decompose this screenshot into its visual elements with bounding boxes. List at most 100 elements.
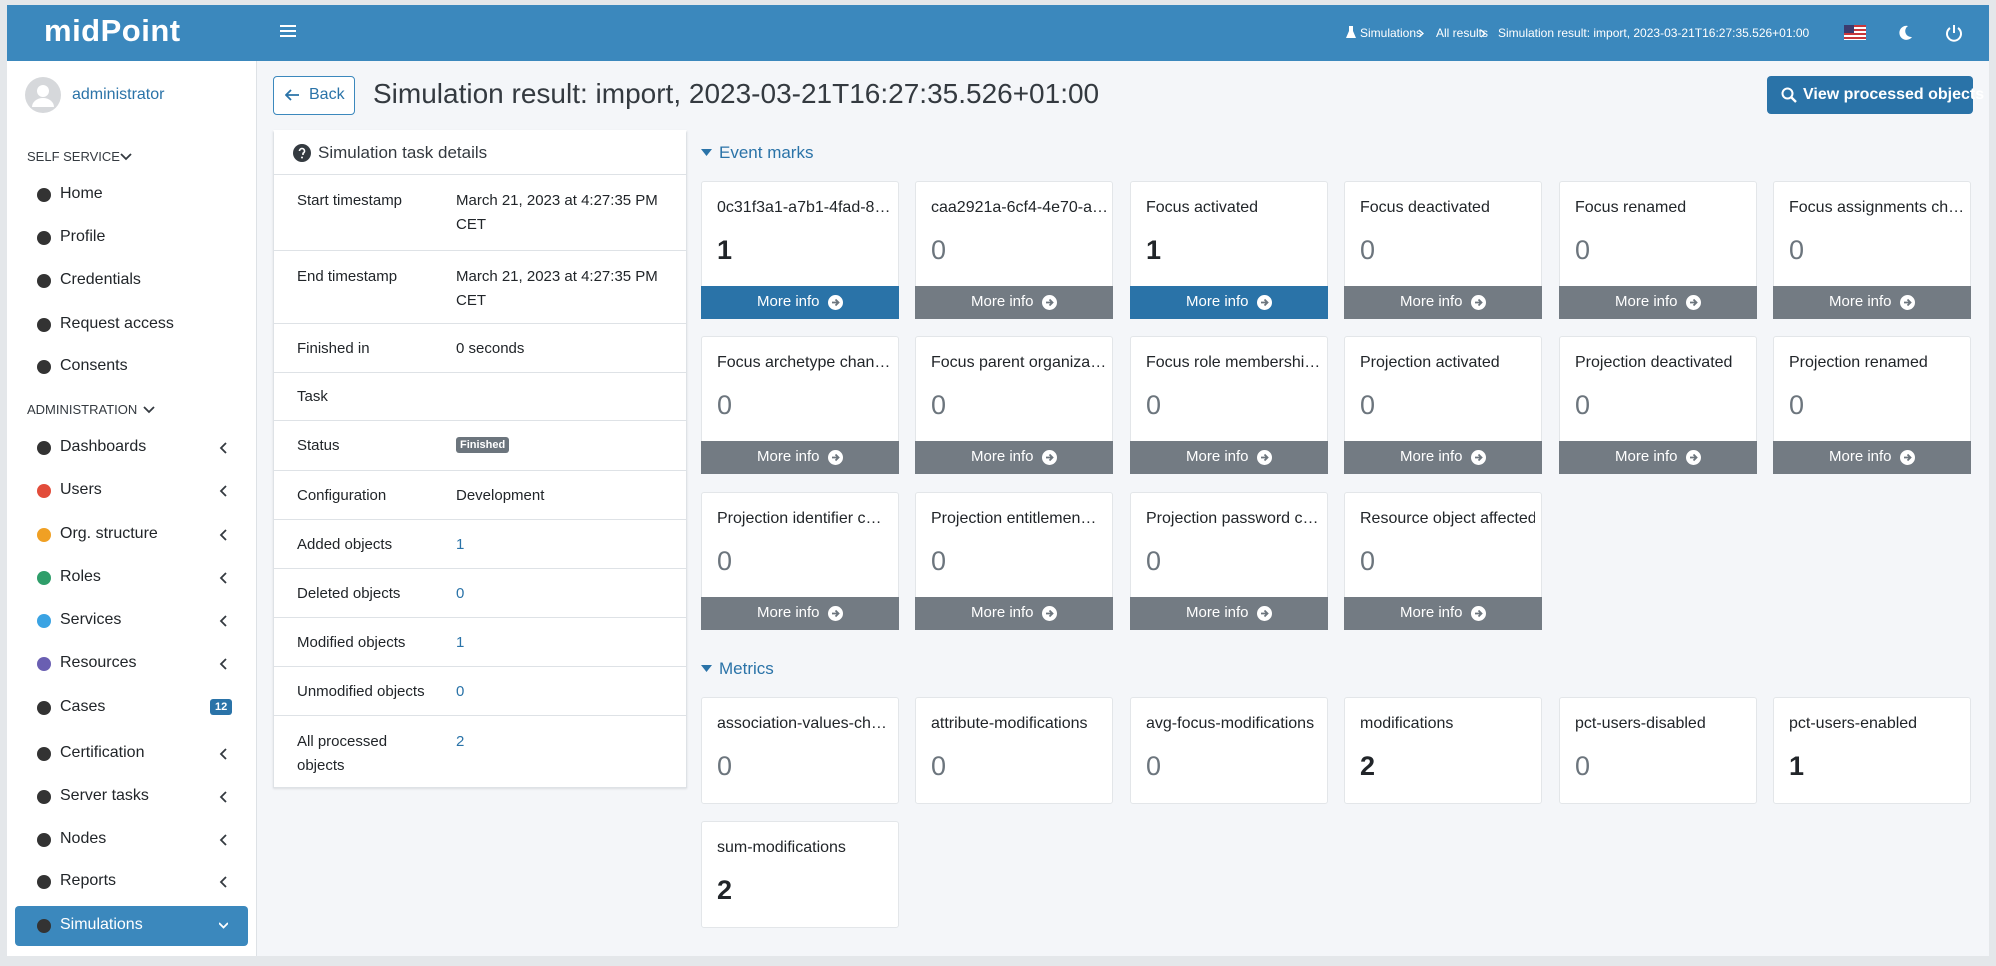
more-info[interactable] (1130, 441, 1328, 474)
more-info-label[interactable]: More info (971, 604, 1034, 621)
section-title[interactable]: ADMINISTRATION (27, 402, 138, 417)
nav-icon (37, 318, 51, 332)
nav-icon (37, 231, 51, 245)
nav-item[interactable]: Services (60, 611, 122, 628)
more-info-arrow (1471, 295, 1486, 310)
more-info[interactable] (701, 597, 899, 630)
more-info-label[interactable]: More info (1400, 604, 1463, 621)
detail-label: Finished in (297, 339, 370, 357)
breadcrumb-item[interactable]: All results (1436, 26, 1489, 40)
card (1344, 697, 1542, 804)
active-item-bg[interactable] (15, 906, 248, 946)
detail-label: Start timestamp (297, 192, 403, 209)
theme-toggle[interactable] (1897, 25, 1913, 41)
nav-item[interactable]: Cases (60, 698, 106, 715)
card-label: avg-focus-modifications (1146, 715, 1315, 732)
nav-item[interactable]: Home (60, 185, 103, 202)
nav-icon (37, 360, 51, 374)
nav-item[interactable]: Users (60, 481, 102, 498)
card-value: 2 (717, 875, 733, 905)
nav-icon (37, 919, 51, 933)
nav-item[interactable]: Simulations (60, 916, 143, 933)
more-info[interactable] (915, 441, 1113, 474)
more-info-label[interactable]: More info (971, 448, 1034, 465)
nav-item[interactable]: Profile (60, 228, 106, 245)
card-label: sum-modifications (717, 839, 846, 856)
section-title[interactable]: Metrics (719, 659, 774, 678)
more-info-label[interactable]: More info (971, 293, 1034, 310)
detail-link[interactable]: 1 (456, 633, 465, 651)
more-info[interactable] (1773, 441, 1971, 474)
detail-link[interactable]: 2 (456, 733, 465, 750)
view-label[interactable]: View processed objects (1803, 86, 1985, 103)
user-name[interactable]: administrator (72, 86, 165, 103)
logo[interactable]: midPoint (44, 13, 181, 48)
more-info[interactable] (915, 286, 1113, 319)
more-info[interactable] (1130, 597, 1328, 630)
detail-link[interactable]: 0 (456, 584, 465, 602)
more-info[interactable] (1344, 597, 1542, 630)
more-info[interactable] (701, 286, 899, 319)
breadcrumb-item: Simulation result: import, 2023-03-21T16… (1498, 26, 1810, 40)
more-info-label[interactable]: More info (1615, 448, 1678, 465)
card-label: Focus role membershi… (1146, 354, 1321, 371)
nav-item[interactable]: Certification (60, 744, 145, 761)
logout[interactable] (1945, 24, 1963, 42)
card-value: 1 (1789, 751, 1805, 781)
menu-toggle (280, 25, 296, 37)
card-value: 0 (931, 751, 947, 781)
nav-icon (37, 441, 51, 455)
breadcrumb-item[interactable]: Simulations (1360, 26, 1423, 40)
nav-item[interactable]: Credentials (60, 271, 141, 288)
more-info-label[interactable]: More info (757, 604, 820, 621)
language-flag[interactable] (1844, 25, 1866, 40)
card-value: 0 (1360, 546, 1376, 576)
nav-item[interactable]: Resources (60, 654, 137, 671)
card-label: Focus archetype chan… (717, 354, 891, 371)
nav-item[interactable]: Consents (60, 357, 128, 374)
detail-link[interactable]: 0 (456, 682, 465, 700)
more-info-arrow (1900, 295, 1915, 310)
more-info-label[interactable]: More info (1186, 293, 1249, 310)
section-title[interactable]: SELF SERVICE (27, 149, 120, 164)
more-info-label[interactable]: More info (1400, 293, 1463, 310)
nav-chevron (219, 615, 227, 627)
nav-item[interactable]: Server tasks (60, 787, 149, 804)
more-info[interactable] (1559, 286, 1757, 319)
more-info-label[interactable]: More info (1186, 604, 1249, 621)
nav-item[interactable]: Dashboards (60, 438, 147, 455)
nav-item[interactable]: Request access (60, 315, 174, 332)
more-info[interactable] (1344, 286, 1542, 319)
view-button[interactable] (1767, 76, 1973, 114)
nav-item[interactable]: Reports (60, 872, 117, 889)
more-info[interactable] (915, 597, 1113, 630)
more-info-label[interactable]: More info (1400, 448, 1463, 465)
back-label[interactable]: Back (309, 86, 345, 103)
nav-item[interactable]: Nodes (60, 830, 107, 847)
more-info[interactable] (701, 441, 899, 474)
more-info-label[interactable]: More info (1186, 448, 1249, 465)
nav-icon (37, 790, 51, 804)
more-info-label[interactable]: More info (1829, 293, 1892, 310)
more-info[interactable] (1130, 286, 1328, 319)
more-info-label[interactable]: More info (757, 293, 820, 310)
card-label: Projection activated (1360, 354, 1500, 371)
card-value: 0 (1146, 751, 1162, 781)
more-info[interactable] (1773, 286, 1971, 319)
breadcrumb-separator (1418, 29, 1424, 38)
more-info[interactable] (1559, 441, 1757, 474)
card-value: 0 (1575, 751, 1591, 781)
nav-item[interactable]: Org. structure (60, 525, 158, 542)
detail-label: Configuration (297, 486, 387, 504)
detail-label: Unmodified objects (297, 682, 425, 700)
more-info-arrow (828, 450, 843, 465)
section-title[interactable]: Event marks (719, 143, 814, 162)
row-divider (274, 666, 686, 667)
detail-link[interactable]: 1 (456, 535, 465, 553)
more-info-label[interactable]: More info (757, 448, 820, 465)
nav-icon (37, 484, 51, 498)
more-info-label[interactable]: More info (1829, 448, 1892, 465)
more-info-label[interactable]: More info (1615, 293, 1678, 310)
nav-item[interactable]: Roles (60, 568, 101, 585)
more-info[interactable] (1344, 441, 1542, 474)
